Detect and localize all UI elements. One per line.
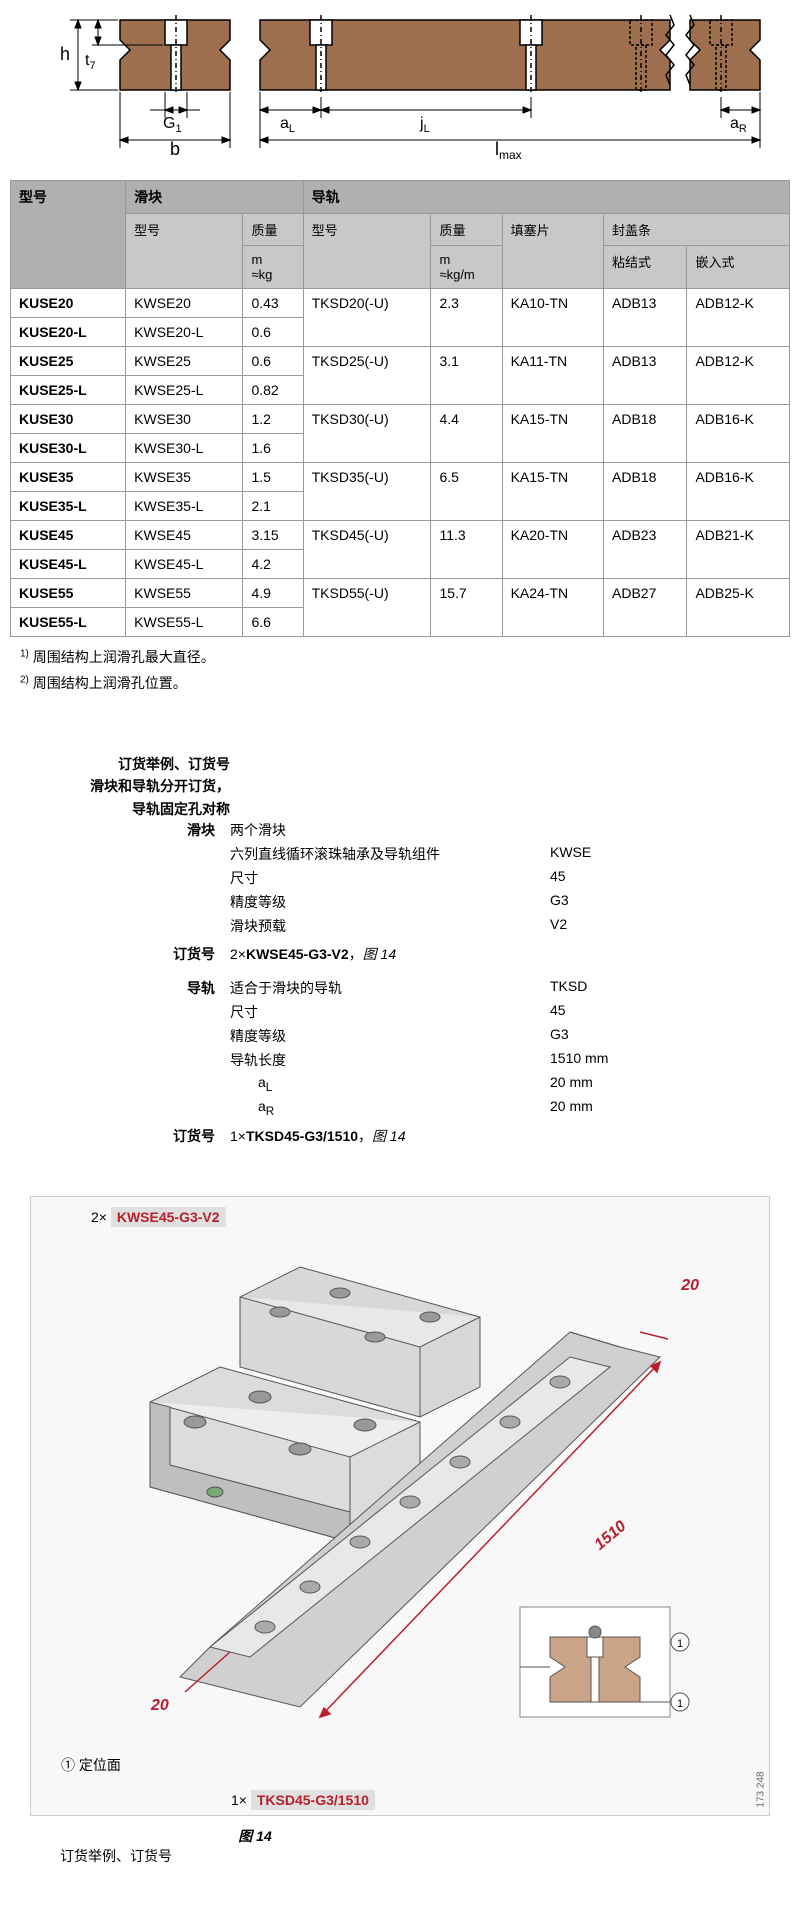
ordering-header: 订货举例、订货号 滑块和导轨分开订货， 导轨固定孔对称: [30, 753, 230, 820]
dim-b: b: [170, 139, 180, 159]
dim-jL: jL: [419, 115, 430, 135]
footnote-1: 周围结构上润滑孔最大直径。: [33, 649, 215, 665]
footnote-2: 周围结构上润滑孔位置。: [33, 675, 187, 691]
label-carriage: 2× KWSE45-G3-V2: [91, 1207, 226, 1227]
table-row: KUSE35KWSE351.5TKSD35(-U)6.5KA15-TNADB18…: [11, 463, 790, 492]
figure-caption: 图 14 订货举例、订货号: [30, 1826, 770, 1866]
figure-14: 2× KWSE45-G3-V2: [10, 1176, 790, 1886]
cross-section-diagram-left: h t7 G1 b: [30, 10, 240, 160]
footnotes: 1) 周围结构上润滑孔最大直径。 2) 周围结构上润滑孔位置。: [10, 647, 790, 693]
table-row: KUSE20KWSE200.43TKSD20(-U)2.3KA10-TNADB1…: [11, 289, 790, 318]
table-row: KUSE25KWSE250.6TKSD25(-U)3.1KA11-TNADB13…: [11, 347, 790, 376]
th-model: 型号: [11, 181, 126, 289]
dim-G1: G1: [163, 115, 182, 135]
locating-face-label: ① 定位面: [61, 1755, 121, 1775]
carriage-order-no: 2×KWSE45-G3-V2，图 14: [230, 944, 550, 964]
spec-table: 型号 滑块 导轨 型号 质量 型号 质量 填塞片 封盖条 m≈kg m≈kg/m…: [10, 180, 790, 637]
dim-20-top: 20: [681, 1277, 699, 1295]
technical-diagrams: h t7 G1 b: [10, 10, 790, 160]
ordering-example: 订货举例、订货号 滑块和导轨分开订货， 导轨固定孔对称 滑块两个滑块 六列直线循…: [10, 753, 790, 1146]
svg-text:1: 1: [677, 1638, 683, 1650]
th-carriage: 滑块: [126, 181, 303, 214]
dim-aR: aR: [730, 115, 747, 135]
rail-order-no: 1×TKSD45-G3/1510，图 14: [230, 1126, 550, 1146]
table-row: KUSE30KWSE301.2TKSD30(-U)4.4KA15-TNADB18…: [11, 405, 790, 434]
dim-20-bot: 20: [151, 1697, 169, 1715]
table-row: KUSE45KWSE453.15TKSD45(-U)11.3KA20-TNADB…: [11, 521, 790, 550]
dim-aL: aL: [280, 115, 295, 135]
dim-t7: t7: [85, 52, 96, 72]
aL-label: aL: [230, 1074, 550, 1094]
table-row: KUSE55KWSE554.9TKSD55(-U)15.7KA24-TNADB2…: [11, 579, 790, 608]
side-code: 173 248: [755, 1771, 766, 1807]
rail-assembly-svg: 1 1: [51, 1217, 749, 1757]
aR-label: aR: [230, 1098, 550, 1118]
dim-lmax: lmax: [495, 139, 522, 160]
dim-h: h: [60, 44, 70, 64]
cross-section-diagram-right: aL jL aR lmax: [250, 10, 770, 160]
label-rail: 1× TKSD45-G3/1510: [231, 1790, 375, 1810]
svg-text:1: 1: [677, 1698, 683, 1710]
th-guiderail: 导轨: [303, 181, 789, 214]
